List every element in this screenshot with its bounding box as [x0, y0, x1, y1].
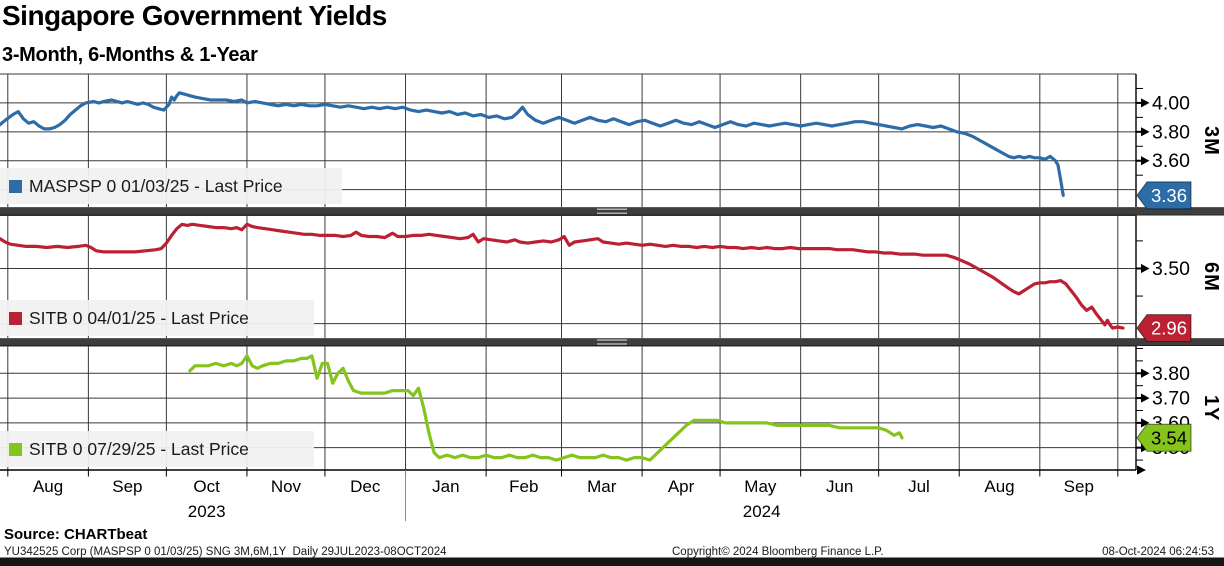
month-label: May [744, 477, 777, 496]
page-title: Singapore Government Yields [2, 0, 387, 31]
month-label: Jun [826, 477, 853, 496]
month-label: Aug [33, 477, 63, 496]
year-label: 2024 [743, 502, 781, 521]
last-price-tag-3m: 3.36 [1136, 181, 1192, 210]
page-subtitle: 3-Month, 6-Months & 1-Year [2, 44, 258, 66]
y-tick-label: 3.80 [1152, 121, 1190, 143]
y-tick-label: 3.80 [1152, 363, 1190, 385]
legend-swatch-3m [9, 179, 22, 193]
source-line: Source: CHARTbeat [4, 526, 148, 543]
series-3m [0, 91, 1065, 197]
y-tick-label: 3.70 [1152, 388, 1190, 410]
y-axis-3m: 4.00 3.80 3.60 [1136, 87, 1190, 176]
footer-copyright: Copyright© 2024 Bloomberg Finance L.P. [672, 546, 884, 558]
last-price-value: 2.96 [1151, 318, 1187, 339]
legend-6m[interactable]: SITB 0 04/01/25 - Last Price [0, 300, 314, 336]
legend-swatch-1y [9, 442, 22, 456]
legend-swatch-6m [9, 311, 22, 325]
last-price-tag-6m: 2.96 [1136, 314, 1192, 343]
bottom-bar [0, 557, 1224, 566]
y-tick-label: 3.50 [1152, 258, 1190, 280]
month-label: Jul [908, 477, 930, 496]
legend-3m[interactable]: MASPSP 0 01/03/25 - Last Price [0, 168, 342, 204]
y-axis-6m: 3.50 [1136, 240, 1190, 297]
month-label: Apr [668, 477, 695, 496]
footer-security-info: YU342525 Corp (MASPSP 0 01/03/25) SNG 3M… [4, 546, 447, 558]
axis-name-1y: 1Y [1200, 394, 1222, 422]
last-price-value: 3.36 [1151, 185, 1187, 206]
axis-name-3m: 3M [1200, 125, 1222, 156]
legend-1y[interactable]: SITB 0 07/29/25 - Last Price [0, 431, 314, 467]
legend-label-1y: SITB 0 07/29/25 - Last Price [29, 438, 249, 459]
month-label: Mar [587, 477, 617, 496]
y-tick-label: 4.00 [1152, 92, 1190, 114]
last-price-value: 3.54 [1151, 427, 1187, 448]
year-label: 2023 [188, 502, 226, 521]
axis-name-6m: 6M [1200, 261, 1222, 292]
legend-label-6m: SITB 0 04/01/25 - Last Price [29, 307, 249, 328]
last-price-tag-1y: 3.54 [1136, 423, 1192, 452]
month-label: Jan [432, 477, 459, 496]
series-1y [188, 354, 904, 462]
panel-splitter-2[interactable] [0, 337, 1224, 347]
footer-timestamp: 08-Oct-2024 06:24:53 [1102, 546, 1214, 558]
month-label: Feb [509, 477, 538, 496]
month-label: Sep [112, 477, 142, 496]
month-label: Aug [984, 477, 1014, 496]
month-label: Dec [350, 477, 381, 496]
panel-splitter-1[interactable] [0, 206, 1224, 216]
legend-label-3m: MASPSP 0 01/03/25 - Last Price [29, 175, 283, 196]
series-6m [0, 222, 1125, 330]
month-label: Oct [193, 477, 220, 496]
month-label: Nov [271, 477, 302, 496]
y-tick-label: 3.60 [1152, 150, 1190, 172]
month-label: Sep [1064, 477, 1094, 496]
